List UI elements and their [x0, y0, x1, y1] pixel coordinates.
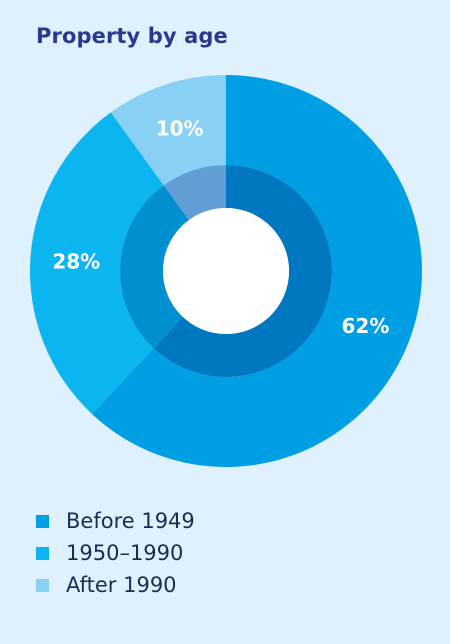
slice-label-after-1990: 10%: [156, 116, 204, 140]
legend-label: 1950–1990: [66, 541, 184, 565]
legend: Before 1949 1950–1990 After 1990: [36, 505, 195, 601]
legend-label: Before 1949: [66, 509, 195, 533]
inner-slice-after-1990: [163, 165, 226, 221]
slice-1950-1990: [29, 112, 164, 414]
slice-label-1950-1990: 28%: [52, 250, 100, 274]
legend-label: After 1990: [66, 573, 177, 597]
legend-item-1950-1990: 1950–1990: [36, 537, 195, 569]
inner-slice-before-1949: [153, 165, 332, 377]
chart-title: Property by age: [36, 24, 228, 48]
slice-labels: 62% 28% 10%: [52, 116, 389, 338]
legend-swatch: [36, 546, 49, 560]
inner-ring: [119, 165, 332, 377]
slice-before-1949: [91, 75, 422, 467]
legend-item-after-1990: After 1990: [36, 569, 195, 601]
center-hole: [163, 208, 289, 334]
inner-slice-1950-1990: [119, 185, 189, 349]
slice-label-before-1949: 62%: [342, 314, 390, 338]
slice-after-1990: [110, 75, 226, 186]
legend-swatch: [36, 514, 49, 528]
outer-ring: [29, 75, 422, 467]
legend-swatch: [36, 578, 49, 592]
legend-item-before-1949: Before 1949: [36, 505, 195, 537]
